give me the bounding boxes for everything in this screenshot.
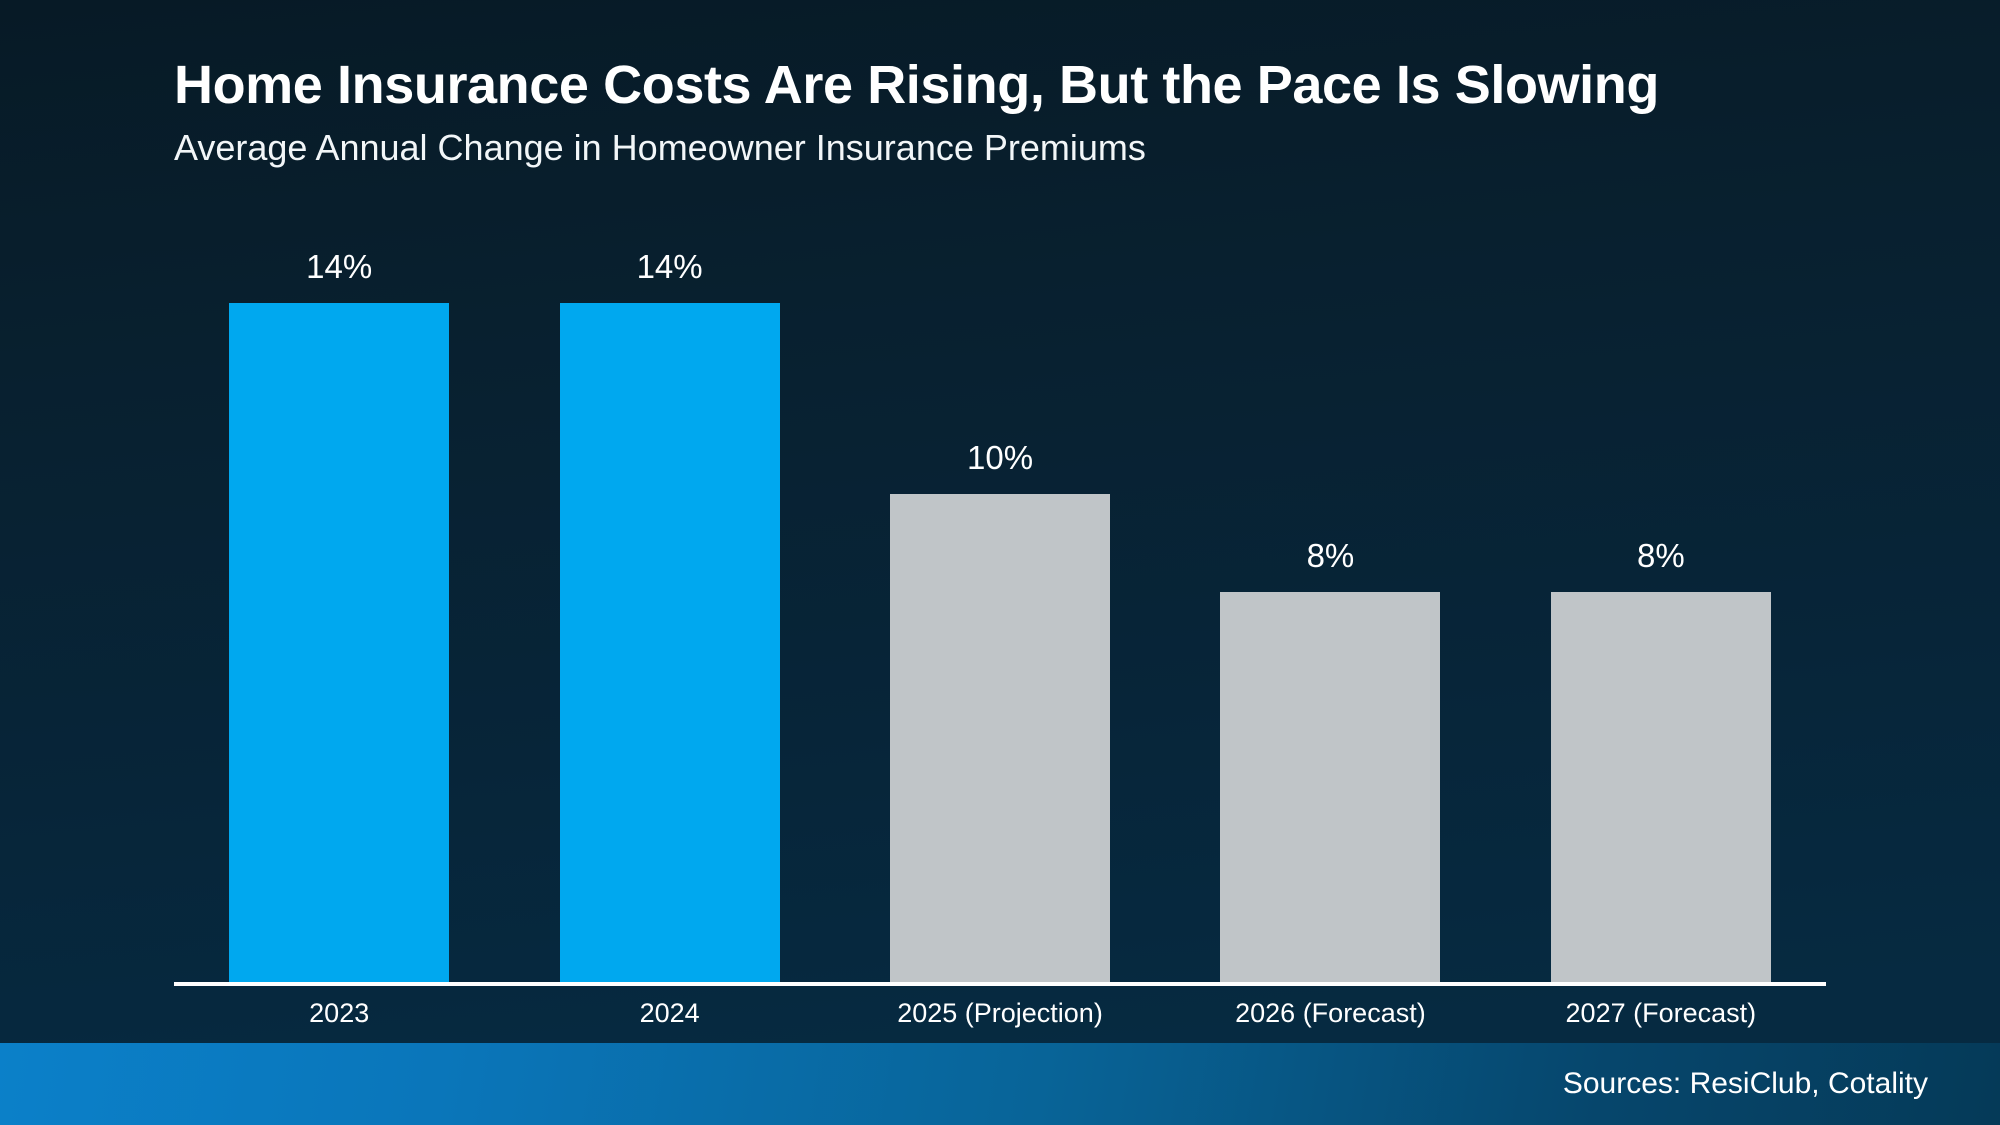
bar-value-label: 10% — [966, 439, 1034, 477]
bar-slot: 14% — [174, 250, 504, 985]
bar-slot: 10% — [835, 250, 1165, 985]
chart-plot-area: 14% 14% 10% 8% 8% — [174, 250, 1826, 985]
bar-slot: 14% — [504, 250, 834, 985]
chart-subtitle: Average Annual Change in Homeowner Insur… — [174, 127, 1146, 169]
x-axis-label-group: 2023 2024 2025 (Projection) 2026 (Forecast)… — [174, 998, 1826, 1029]
x-axis-label: 2027 (Forecast) — [1565, 998, 1757, 1028]
bar-2023[interactable] — [229, 303, 450, 985]
x-axis-label: 2025 (Projection) — [897, 998, 1103, 1028]
x-axis-label: 2023 — [309, 998, 370, 1028]
bar-2026-forecast[interactable] — [1220, 592, 1441, 985]
bar-value-label: 14% — [636, 248, 703, 285]
bar-2024[interactable] — [559, 303, 780, 985]
bar-value-label: 8% — [1636, 537, 1685, 575]
bar-group: 14% 14% 10% 8% 8% — [174, 250, 1826, 985]
sources-text: Sources: ResiClub, Cotality — [1562, 1067, 1928, 1100]
bar-value-label: 14% — [306, 248, 373, 285]
bar-slot: 8% — [1165, 250, 1495, 985]
bar-value-label: 8% — [1306, 537, 1355, 575]
bar-2027-forecast[interactable] — [1550, 592, 1771, 985]
page-title: Home Insurance Costs Are Rising, But the… — [174, 55, 1659, 115]
bar-slot: 8% — [1496, 250, 1826, 985]
x-axis-label: 2024 — [639, 998, 700, 1028]
x-axis-line — [174, 982, 1826, 986]
footer-bar: Sources: ResiClub, Cotality — [0, 1043, 2000, 1125]
bar-2025-projection[interactable] — [890, 494, 1111, 985]
x-axis-label: 2026 (Forecast) — [1235, 998, 1426, 1028]
chart-header: Home Insurance Costs Are Rising, But the… — [174, 55, 1874, 169]
